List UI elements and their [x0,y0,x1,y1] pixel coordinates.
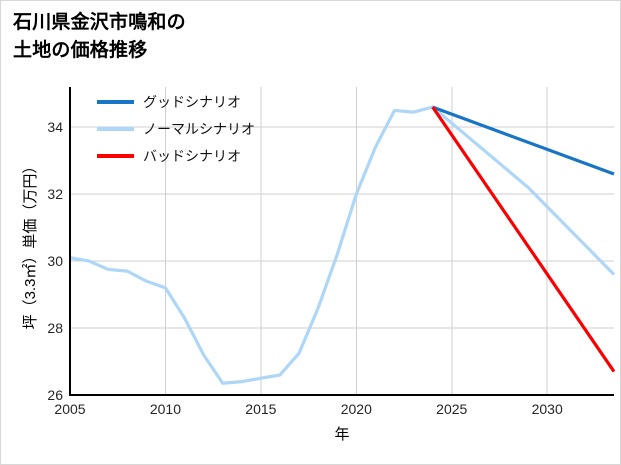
x-axis-title: 年 [334,426,349,443]
y-tick-label: 32 [47,186,63,202]
x-tick-label: 2020 [341,401,372,417]
y-axis-title: 坪（3.3㎡）単価（万円） [22,159,39,330]
x-tick-label: 2010 [150,401,181,417]
series-group [69,105,616,385]
page-title: 石川県金沢市鳴和の 土地の価格推移 [13,12,186,61]
legend-label: ノーマルシナリオ [143,121,255,137]
gridlines-group [70,87,614,396]
y-tick-label: 34 [47,119,63,135]
y-axis-tick-labels: 26 28 30 32 34 [47,119,63,403]
x-tick-label: 2030 [532,401,563,417]
x-axis-tick-labels: 2005 2010 2015 2020 2025 2030 [54,401,563,417]
series-line [432,105,615,176]
x-tick-label: 2005 [54,401,85,417]
legend-label: バッドシナリオ [143,148,241,164]
axis-spines [68,87,614,397]
y-tick-label: 30 [47,253,63,269]
x-tick-label: 2015 [245,401,276,417]
legend-label: グッドシナリオ [143,94,241,110]
series-line [69,105,616,385]
x-tick-label: 2025 [436,401,467,417]
y-tick-label: 26 [47,387,63,403]
y-tick-label: 28 [47,320,63,336]
series-line [431,106,616,373]
